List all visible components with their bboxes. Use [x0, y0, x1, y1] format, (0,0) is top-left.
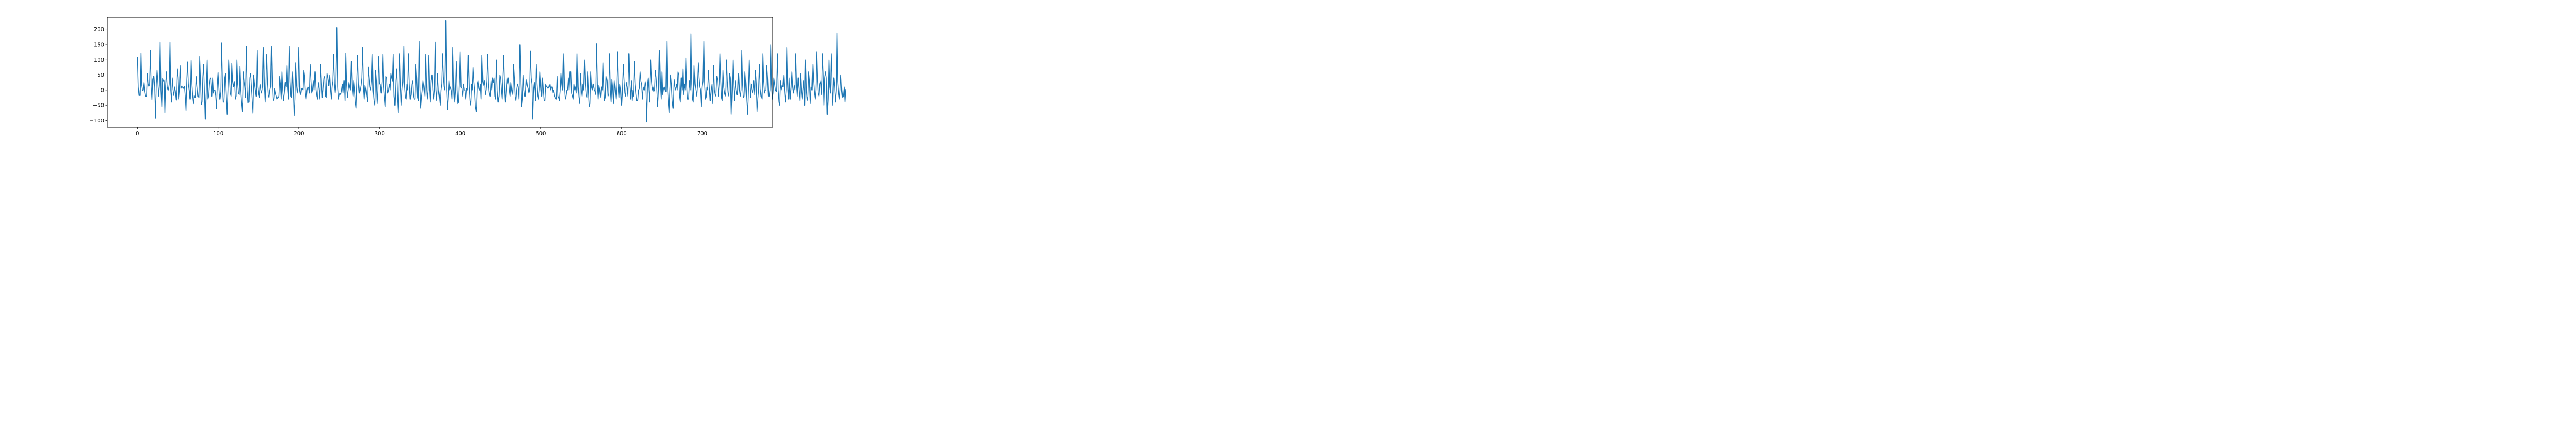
plot-area [137, 20, 846, 123]
y-tick-label: 50 [97, 72, 104, 78]
x-tick-label: 300 [375, 131, 385, 137]
y-tick-label: −50 [93, 103, 104, 109]
axes: 0 100 200 300 400 500 600 700 −100 −50 0 50 100 150 20… [90, 17, 773, 137]
y-tick-label: 200 [94, 27, 104, 33]
x-tick-label: 700 [697, 131, 707, 137]
series-line-0 [137, 20, 846, 123]
plot-frame [107, 17, 773, 128]
x-tick-label: 400 [455, 131, 465, 137]
x-tick-label: 200 [294, 131, 304, 137]
y-tick-label: 0 [101, 87, 104, 93]
y-tick-label: 150 [94, 42, 104, 48]
x-tick-label: 100 [213, 131, 223, 137]
line-chart-svg: 0 100 200 300 400 500 600 700 −100 −50 0 50 100 150 20… [90, 17, 846, 137]
y-tick-label: −100 [90, 118, 104, 124]
x-tick-label: 600 [617, 131, 627, 137]
y-tick-label: 100 [94, 57, 104, 63]
x-tick-label: 0 [136, 131, 139, 137]
chart: 0 100 200 300 400 500 600 700 −100 −50 0 50 100 150 20… [0, 0, 859, 143]
x-tick-label: 500 [536, 131, 546, 137]
